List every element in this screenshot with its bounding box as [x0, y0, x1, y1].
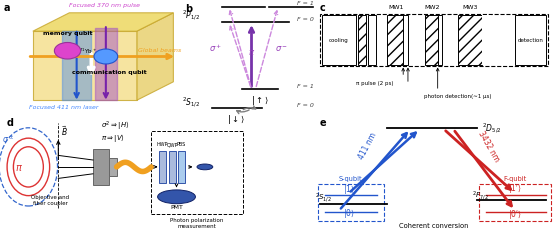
Text: $\sigma^\pm$: $\sigma^\pm$: [2, 132, 14, 144]
Text: c: c: [320, 3, 326, 13]
Text: QWP: QWP: [166, 142, 178, 147]
Text: PMT: PMT: [170, 204, 183, 209]
Bar: [93, 149, 109, 185]
Circle shape: [158, 190, 195, 204]
Text: d: d: [6, 118, 13, 128]
Bar: [458, 16, 482, 65]
Text: memory qubit: memory qubit: [43, 30, 92, 35]
Text: cooling: cooling: [329, 38, 349, 43]
Text: Focused 411 nm laser: Focused 411 nm laser: [29, 105, 98, 110]
Text: Photon polarization
measurement: Photon polarization measurement: [170, 218, 224, 228]
Text: $|\downarrow\rangle$: $|\downarrow\rangle$: [227, 113, 244, 126]
Text: MW1: MW1: [388, 5, 404, 10]
Text: $|\uparrow\rangle$: $|\uparrow\rangle$: [251, 94, 268, 106]
Text: Coherent conversion: Coherent conversion: [399, 222, 469, 228]
Text: F-qubit: F-qubit: [503, 175, 526, 181]
Text: e: e: [320, 118, 327, 128]
Text: $|0\rangle$: $|0\rangle$: [343, 206, 354, 219]
Bar: [322, 16, 356, 65]
Text: $\vec{B}$: $\vec{B}$: [61, 123, 68, 137]
Text: $|1\rangle$: $|1\rangle$: [343, 182, 354, 195]
Bar: [109, 158, 117, 176]
Text: a: a: [4, 3, 10, 13]
Bar: [425, 16, 437, 65]
Text: $^2S_{1/2}$: $^2S_{1/2}$: [315, 191, 332, 203]
Text: $|1'\rangle$: $|1'\rangle$: [508, 181, 521, 194]
Text: Global beams: Global beams: [138, 48, 181, 53]
Text: b: b: [185, 4, 192, 14]
Bar: [387, 16, 403, 65]
Text: $^2P_{1/2}$: $^2P_{1/2}$: [182, 8, 201, 22]
Circle shape: [94, 50, 118, 65]
Text: F = 1: F = 1: [297, 83, 314, 88]
Circle shape: [54, 43, 81, 60]
Text: PBS: PBS: [177, 142, 186, 147]
Text: MW3: MW3: [462, 5, 478, 10]
Bar: [169, 151, 175, 183]
Text: detection: detection: [518, 38, 544, 43]
Text: $^2D_{5/2}$: $^2D_{5/2}$: [482, 121, 501, 135]
Text: $\sigma^2 \Rightarrow |H\rangle$: $\sigma^2 \Rightarrow |H\rangle$: [101, 120, 129, 133]
Bar: [515, 16, 546, 65]
Text: $\pi$: $\pi$: [15, 162, 23, 172]
FancyBboxPatch shape: [320, 15, 548, 66]
Bar: [178, 151, 185, 183]
Text: photon detection(∼1 μs): photon detection(∼1 μs): [424, 94, 492, 99]
Bar: [437, 16, 442, 65]
Text: $\sigma^+$: $\sigma^+$: [209, 42, 222, 53]
Text: $\pi \Rightarrow |V\rangle$: $\pi \Rightarrow |V\rangle$: [101, 132, 125, 144]
Bar: [368, 16, 376, 65]
Bar: [482, 16, 491, 65]
Polygon shape: [33, 32, 137, 101]
Text: communication qubit: communication qubit: [72, 69, 147, 74]
Bar: [159, 151, 166, 183]
Polygon shape: [137, 14, 174, 101]
Text: 411 nm: 411 nm: [357, 130, 378, 160]
Text: $^2F_{7/2}$: $^2F_{7/2}$: [472, 188, 489, 201]
Text: S-qubit: S-qubit: [339, 175, 363, 181]
Text: $^2S_{1/2}$: $^2S_{1/2}$: [182, 95, 201, 110]
Bar: [403, 16, 408, 65]
Text: $\sigma^-$: $\sigma^-$: [275, 44, 289, 53]
Text: π pulse (2 ps): π pulse (2 ps): [356, 80, 393, 85]
Text: Focused 370 nm pulse: Focused 370 nm pulse: [69, 3, 139, 8]
Text: F = 0: F = 0: [297, 16, 314, 22]
Text: Objective and
fiber coupler: Objective and fiber coupler: [32, 195, 70, 205]
Text: $\pi$: $\pi$: [248, 48, 255, 57]
Polygon shape: [33, 14, 174, 32]
Bar: [358, 16, 366, 65]
Circle shape: [197, 164, 213, 170]
Text: F = 0: F = 0: [297, 102, 314, 107]
Text: MW2: MW2: [424, 5, 440, 10]
Text: 3432 nm: 3432 nm: [476, 128, 501, 162]
Text: $^{171}$Yb$^+$: $^{171}$Yb$^+$: [77, 46, 97, 55]
Text: $|0'\rangle$: $|0'\rangle$: [508, 207, 521, 220]
Text: F = 1: F = 1: [297, 1, 314, 6]
Text: HWP: HWP: [157, 142, 169, 147]
